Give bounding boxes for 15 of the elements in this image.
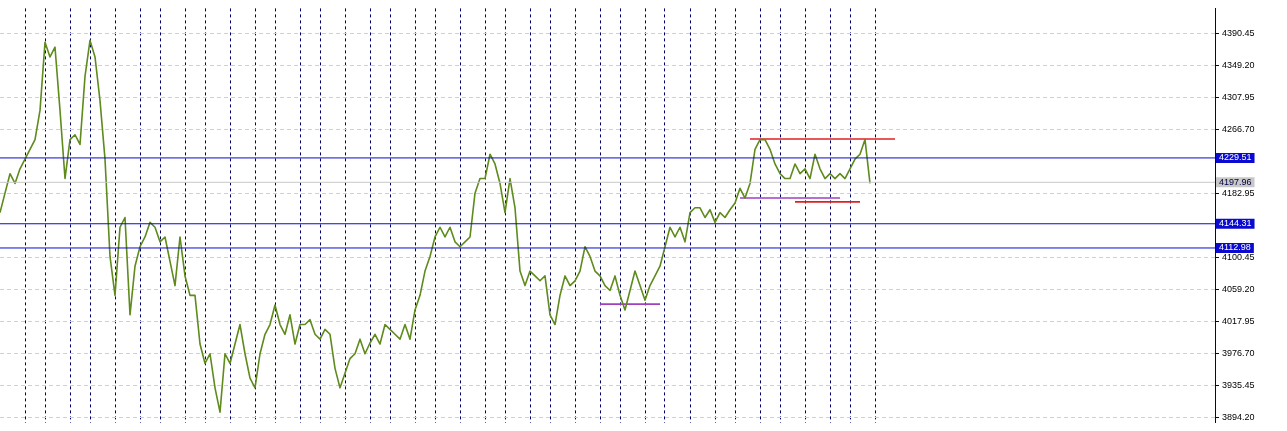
y-tick-label: 4390.45: [1222, 28, 1255, 39]
ref-line-label: 4229.51: [1219, 152, 1252, 163]
y-tick-label: 4266.70: [1222, 123, 1255, 134]
y-tick-label: 4059.20: [1222, 284, 1255, 295]
y-tick-label: 4182.95: [1222, 188, 1255, 199]
y-tick-label: 4100.45: [1222, 252, 1255, 263]
ref-line-label: 4144.31: [1219, 218, 1252, 229]
y-tick-label: 3976.70: [1222, 347, 1255, 358]
y-tick-label: 3935.45: [1222, 379, 1255, 390]
y-tick-label: 4017.95: [1222, 315, 1255, 326]
ref-line-label: 4197.96: [1219, 176, 1252, 187]
y-tick-label: 4307.95: [1222, 91, 1255, 102]
y-tick-label: 3894.20: [1222, 411, 1255, 422]
ref-line-label: 4112.98: [1219, 242, 1251, 253]
y-tick-label: 4349.20: [1222, 59, 1255, 70]
